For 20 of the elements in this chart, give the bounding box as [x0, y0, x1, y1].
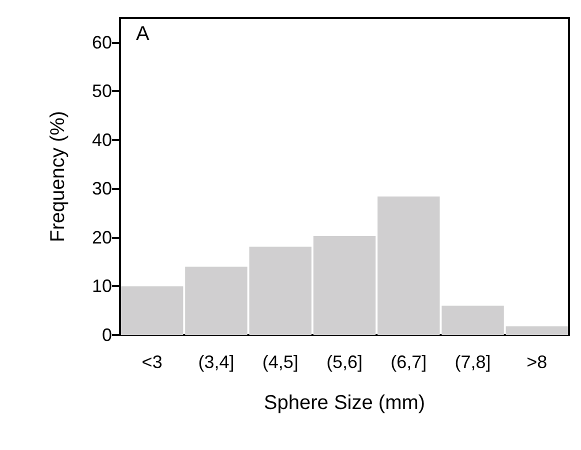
x-tick-label: (6,7] [390, 352, 427, 372]
bar [313, 236, 376, 335]
bar [506, 326, 568, 335]
y-tick-label: 40 [92, 130, 112, 150]
y-axis-title: Frequency (%) [47, 110, 69, 242]
y-tick-label: 0 [102, 325, 112, 345]
x-tick-label: (5,6] [326, 352, 363, 372]
annotation: A [136, 23, 150, 45]
x-tick-label: <3 [142, 352, 162, 372]
y-tick-label: 30 [92, 178, 112, 199]
x-tick-label: (7,8] [454, 352, 491, 372]
y-tick-label: 20 [92, 227, 112, 248]
y-tick-label: 50 [92, 81, 112, 102]
x-tick-label: >8 [526, 352, 548, 372]
bar [120, 286, 184, 335]
x-tick-label: (4,5] [262, 352, 298, 372]
y-tick-label: 10 [92, 276, 112, 296]
x-axis-title: Sphere Size (mm) [264, 392, 426, 414]
x-tick-label: (3,4] [198, 352, 234, 372]
y-tick-label: 60 [92, 32, 112, 52]
